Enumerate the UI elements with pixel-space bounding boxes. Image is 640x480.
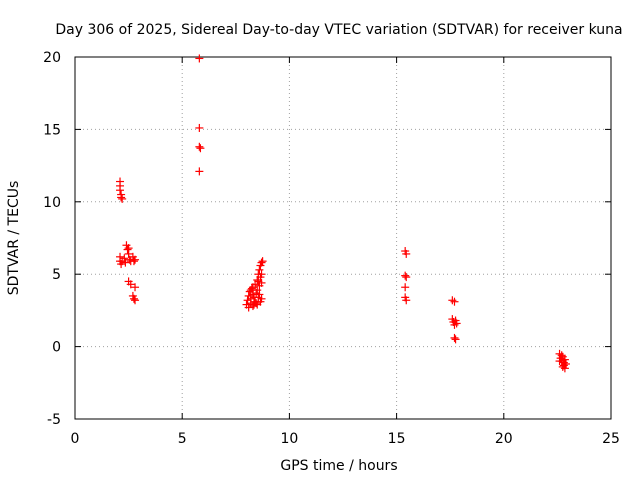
data-point bbox=[257, 294, 266, 303]
x-axis-label: GPS time / hours bbox=[280, 458, 397, 474]
data-point bbox=[402, 273, 411, 282]
data-point bbox=[401, 271, 410, 280]
y-tick-label: 10 bbox=[43, 195, 61, 211]
x-tick-label: 10 bbox=[280, 431, 298, 447]
y-axis-label: SDTVAR / TECUs bbox=[6, 181, 22, 296]
data-point bbox=[558, 362, 567, 371]
data-point bbox=[401, 283, 410, 292]
data-point bbox=[255, 265, 264, 274]
x-tick-label: 0 bbox=[71, 431, 80, 447]
data-point bbox=[247, 284, 256, 293]
x-tick-label: 25 bbox=[602, 431, 620, 447]
data-point bbox=[121, 258, 130, 267]
data-point bbox=[252, 299, 261, 308]
axes: 0 5 10 15 20 25 -5 0 5 10 15 20 bbox=[43, 50, 620, 447]
data-point bbox=[450, 297, 459, 306]
data-points bbox=[116, 54, 570, 373]
grid bbox=[75, 57, 611, 419]
y-tick-label: 5 bbox=[52, 267, 61, 283]
data-point bbox=[196, 144, 205, 153]
x-tick-label: 15 bbox=[388, 431, 406, 447]
data-point bbox=[195, 54, 204, 63]
data-point bbox=[131, 296, 140, 305]
data-point bbox=[120, 254, 129, 263]
data-point bbox=[555, 357, 564, 366]
data-point bbox=[257, 258, 266, 267]
data-point bbox=[124, 244, 133, 253]
data-point bbox=[257, 270, 266, 279]
data-point bbox=[123, 245, 132, 254]
data-point bbox=[131, 283, 140, 292]
data-point bbox=[116, 186, 125, 195]
y-tick-label: 15 bbox=[43, 122, 61, 138]
x-tick-label: 20 bbox=[495, 431, 513, 447]
data-point bbox=[451, 335, 460, 344]
y-tick-label: -5 bbox=[47, 412, 61, 428]
data-point bbox=[129, 257, 138, 266]
data-point bbox=[195, 123, 204, 132]
y-tick-label: 0 bbox=[52, 340, 61, 356]
data-point bbox=[195, 167, 204, 176]
data-point bbox=[126, 280, 135, 289]
data-point bbox=[254, 277, 263, 286]
data-point bbox=[244, 303, 253, 312]
data-point bbox=[258, 257, 267, 266]
data-point bbox=[195, 142, 204, 151]
data-point bbox=[450, 333, 459, 342]
y-tick-label: 20 bbox=[43, 50, 61, 66]
data-point bbox=[452, 319, 461, 328]
data-point bbox=[118, 194, 127, 203]
data-point bbox=[255, 290, 264, 299]
data-point bbox=[131, 255, 140, 264]
x-tick-label: 5 bbox=[178, 431, 187, 447]
data-point bbox=[248, 283, 257, 292]
data-point bbox=[560, 355, 569, 364]
chart-title: Day 306 of 2025, Sidereal Day-to-day VTE… bbox=[55, 22, 622, 38]
data-point bbox=[129, 294, 138, 303]
plot-frame bbox=[74, 56, 612, 420]
data-point bbox=[117, 193, 126, 202]
data-point bbox=[402, 249, 411, 258]
data-point bbox=[402, 296, 411, 305]
